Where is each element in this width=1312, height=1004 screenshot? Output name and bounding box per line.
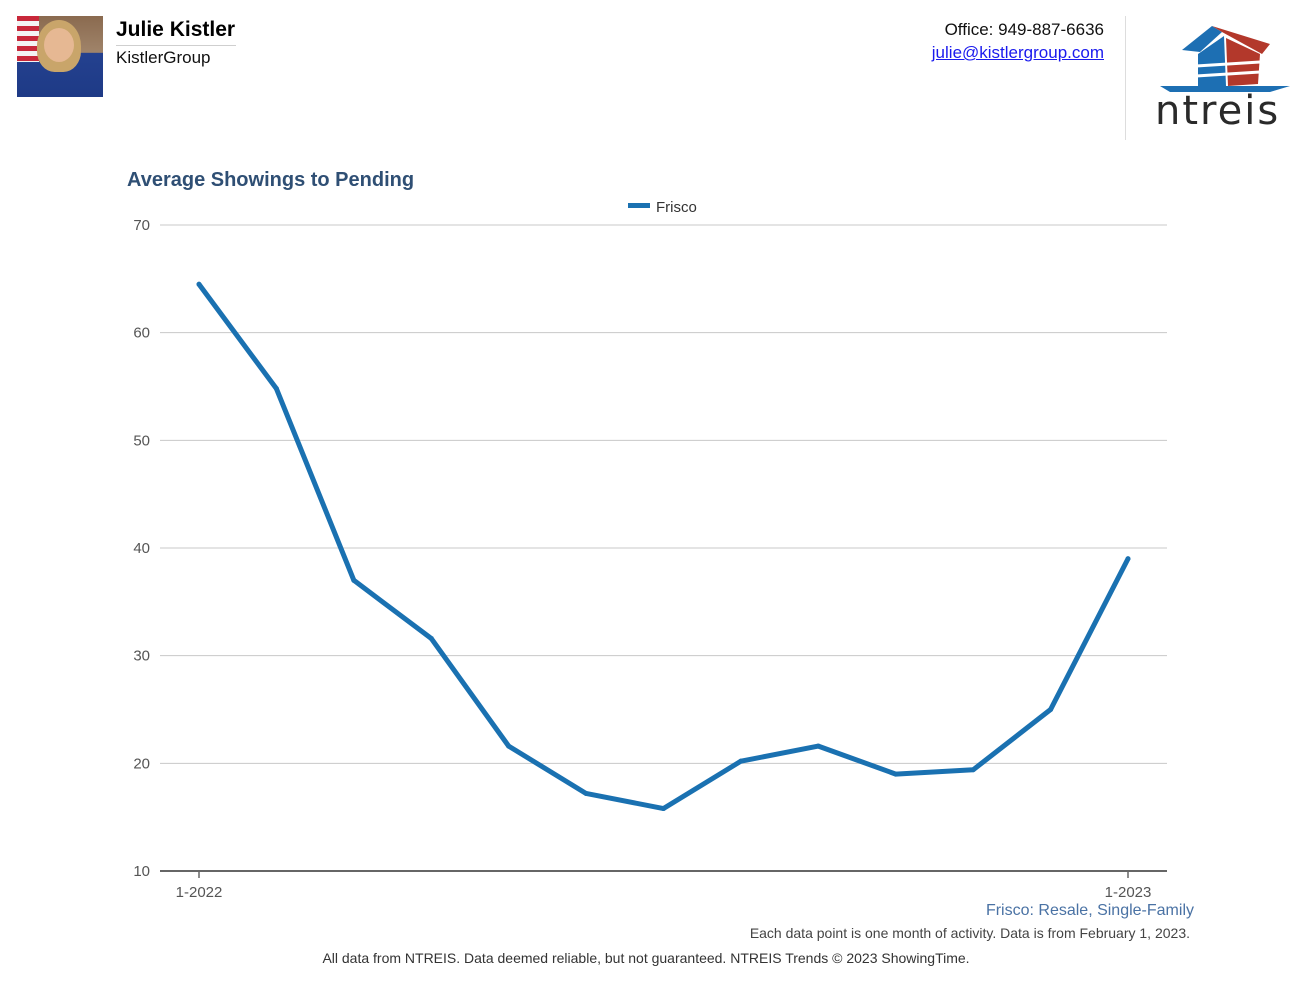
y-tick-label-10: 10: [133, 863, 150, 880]
header-separator: [1125, 16, 1126, 140]
data-point-0: [196, 281, 202, 287]
x-tick-label-0: 1-2022: [176, 884, 223, 901]
agent-name-divider: [116, 45, 236, 46]
y-tick-label-60: 60: [133, 325, 150, 342]
legend-label: Frisco: [656, 199, 697, 216]
data-point-1: [273, 386, 279, 392]
chart-grid: [160, 224, 1167, 764]
agent-company: KistlerGroup: [116, 48, 211, 67]
series-line-0: [196, 281, 1131, 812]
agent-name: Julie Kistler: [116, 18, 236, 41]
y-axis-ticks: 70 60 50 40 30 20 10: [133, 217, 150, 880]
y-tick-label-20: 20: [133, 755, 150, 772]
x-tick-label-1: 1-2023: [1105, 884, 1152, 901]
data-point-10: [970, 767, 976, 773]
data-point-4: [506, 743, 512, 749]
chart-note: Each data point is one month of activity…: [749, 925, 1190, 941]
data-point-3: [428, 635, 434, 641]
logo-roof-red: [1212, 26, 1270, 54]
data-point-12: [1125, 556, 1131, 562]
data-point-2: [351, 577, 357, 583]
logo-text: ntreis: [1155, 88, 1281, 134]
ntreis-logo-icon: [1160, 26, 1290, 92]
data-point-5: [583, 790, 589, 796]
legend-swatch: [628, 203, 650, 208]
chart-series: [196, 281, 1131, 812]
chart-legend: Frisco: [628, 199, 697, 216]
y-tick-label-40: 40: [133, 540, 150, 557]
data-point-9: [893, 771, 899, 777]
data-point-7: [738, 758, 744, 764]
flag-decoration: [17, 16, 39, 62]
email-link[interactable]: julie@kistlergroup.com: [931, 43, 1104, 62]
y-tick-label-30: 30: [133, 648, 150, 665]
data-point-8: [815, 743, 821, 749]
footer-disclaimer: All data from NTREIS. Data deemed reliab…: [322, 950, 970, 966]
logo-roof-blue: [1182, 26, 1222, 52]
agent-photo-face: [44, 28, 74, 62]
report-header: Julie Kistler KistlerGroup Office: 949-8…: [0, 0, 1312, 145]
chart-subtitle: Frisco: Resale, Single-Family: [985, 902, 1194, 919]
y-tick-label-70: 70: [133, 217, 150, 234]
logo-base: [1160, 86, 1290, 92]
y-tick-label-50: 50: [133, 432, 150, 449]
data-point-6: [661, 806, 666, 812]
office-phone: Office: 949-887-6636: [944, 20, 1104, 39]
data-point-11: [1048, 707, 1054, 712]
x-axis: 1-2022 1-2023: [160, 870, 1167, 901]
chart-title: Average Showings to Pending: [127, 169, 415, 191]
agent-photo: [17, 16, 103, 97]
